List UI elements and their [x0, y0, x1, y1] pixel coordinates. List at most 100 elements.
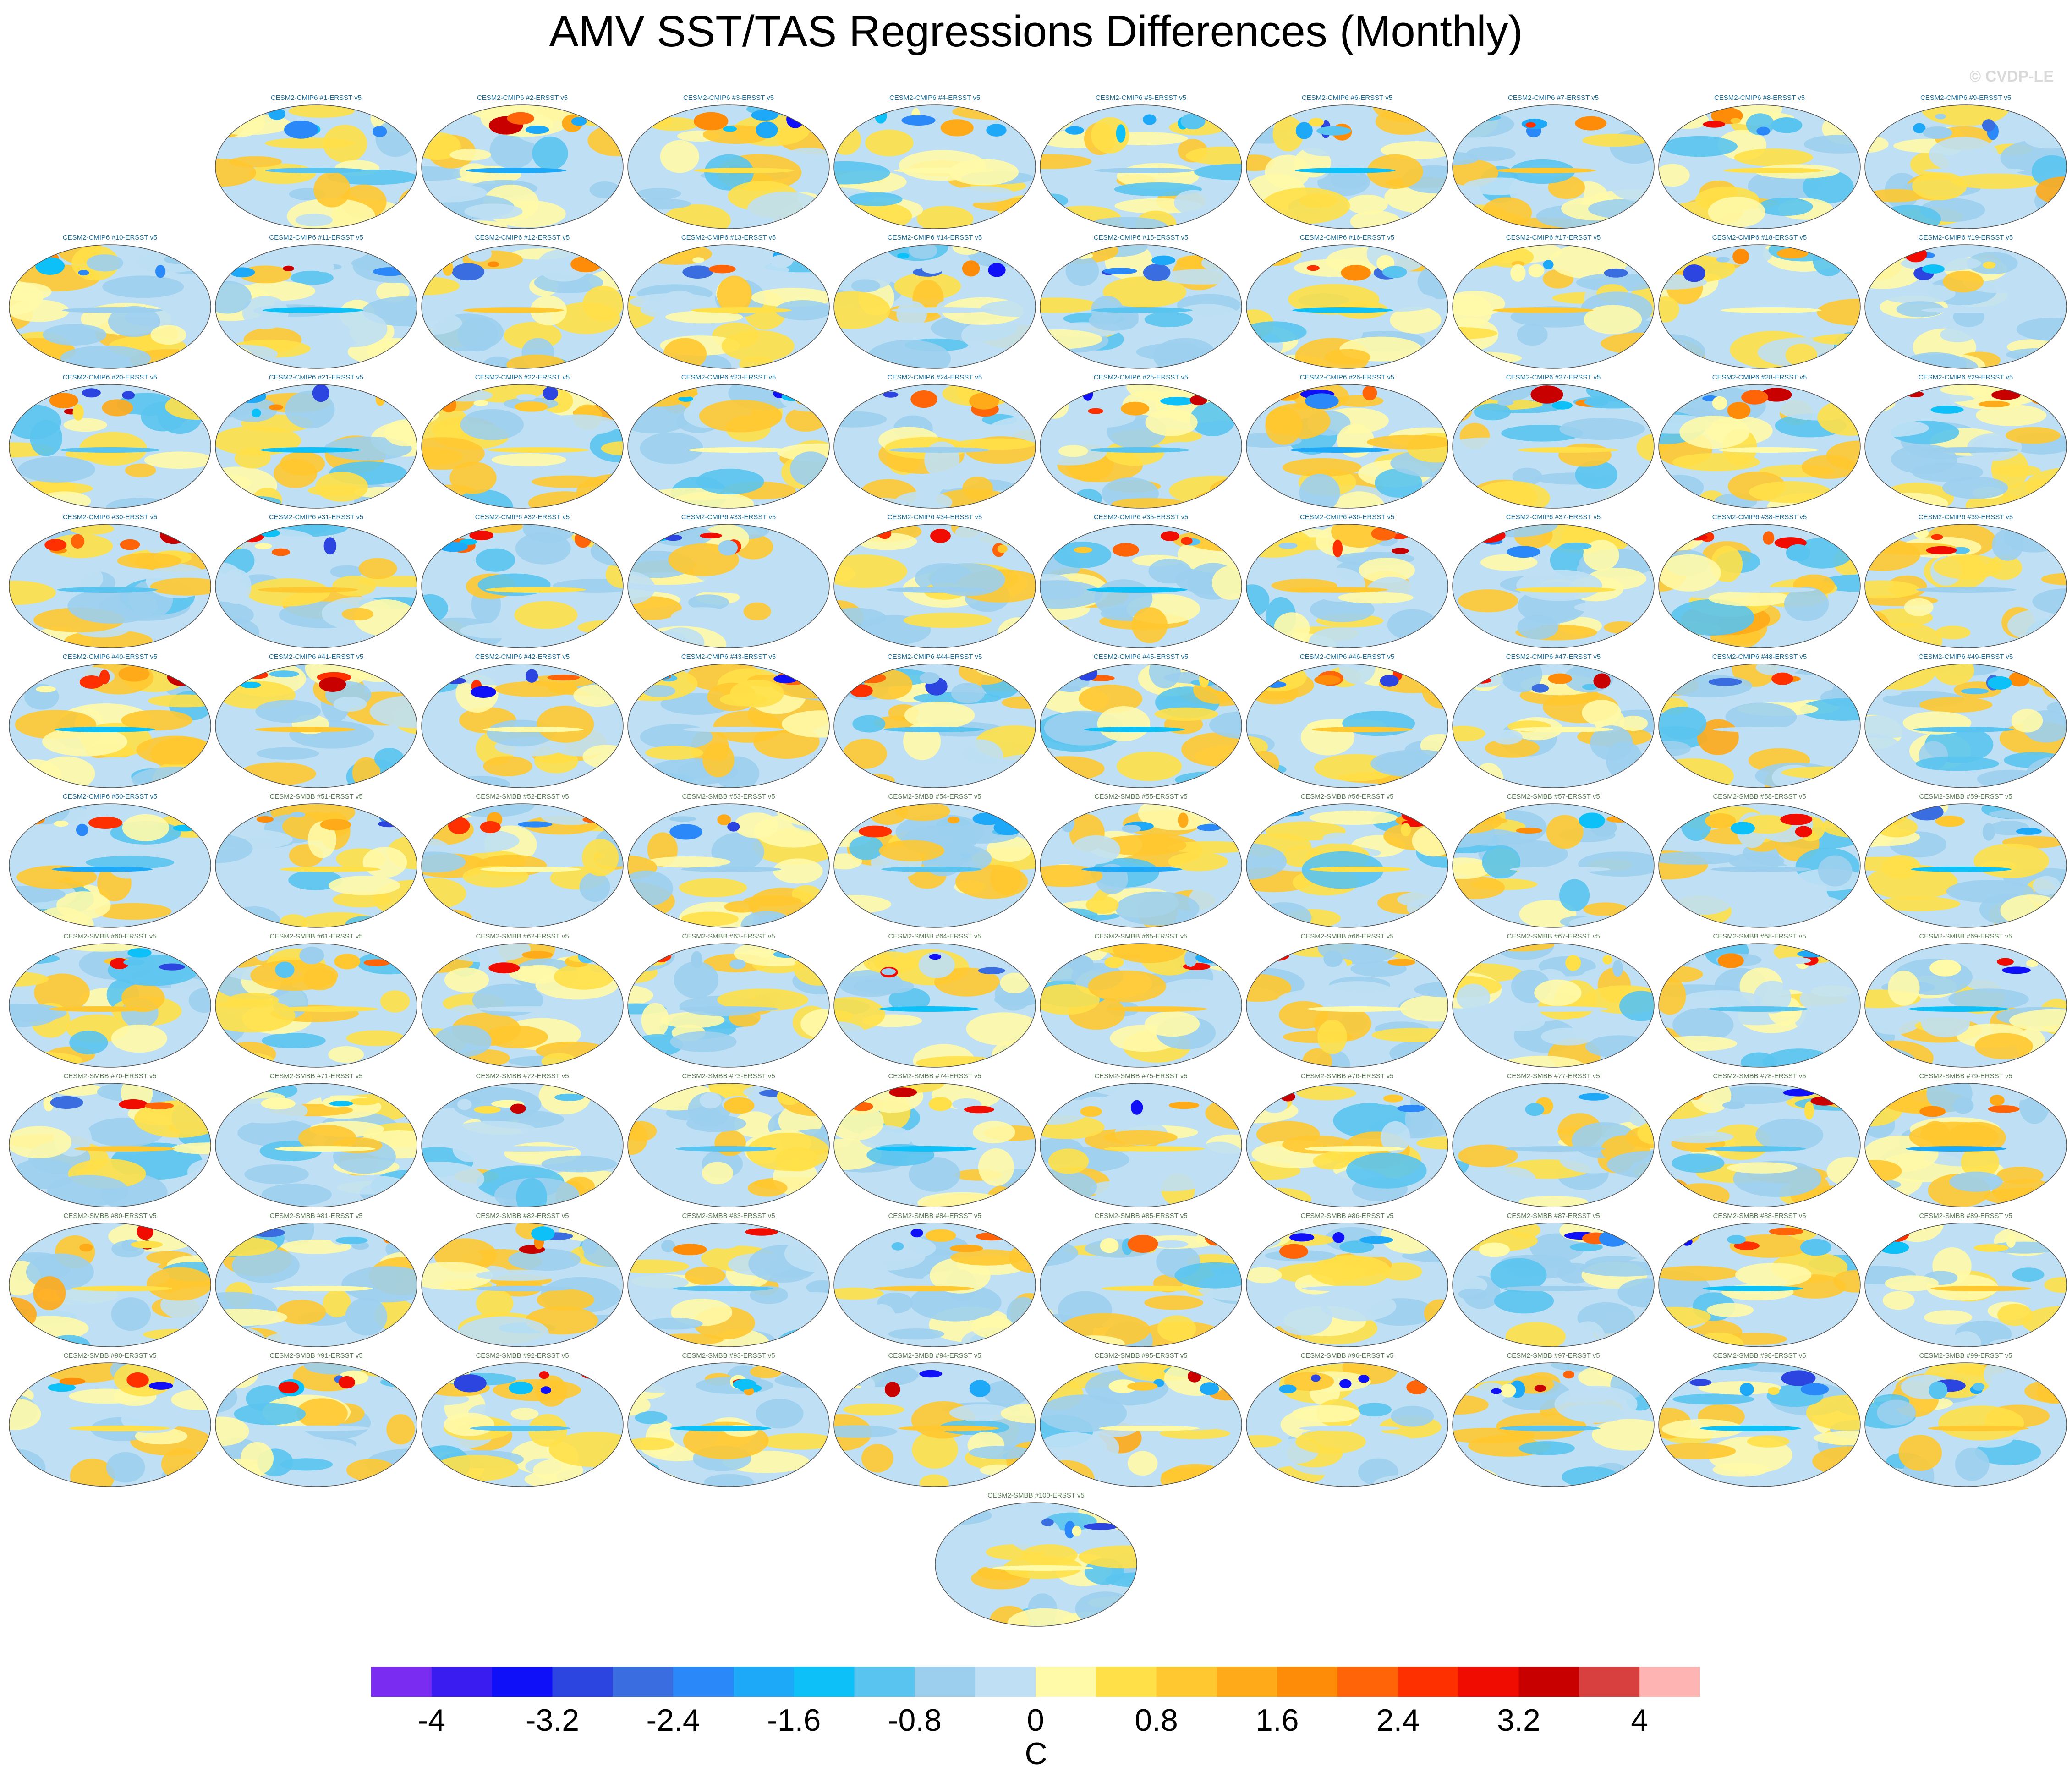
panel-title: CESM2-SMBB #69-ERSST v5: [1919, 933, 2012, 940]
global-map: [421, 664, 624, 788]
panel-title: CESM2-SMBB #57-ERSST v5: [1507, 793, 1600, 801]
map-panel: CESM2-SMBB #72-ERSST v5: [419, 1072, 625, 1210]
map-panel: CESM2-SMBB #54-ERSST v5: [832, 793, 1038, 930]
map-panel: CESM2-SMBB #61-ERSST v5: [213, 933, 419, 1070]
map-panel: CESM2-SMBB #95-ERSST v5: [1038, 1352, 1244, 1489]
global-map: [215, 803, 417, 928]
panel-title: CESM2-SMBB #85-ERSST v5: [1094, 1212, 1188, 1220]
panel-title: CESM2-CMIP6 #2-ERSST v5: [477, 94, 568, 102]
map-panel: CESM2-SMBB #74-ERSST v5: [832, 1072, 1038, 1210]
global-map: [627, 803, 830, 928]
global-map: [833, 943, 1036, 1068]
global-map: [627, 1223, 830, 1347]
panel-title: CESM2-CMIP6 #11-ERSST v5: [269, 234, 363, 241]
panel-title: CESM2-SMBB #89-ERSST v5: [1919, 1212, 2012, 1220]
map-panel: CESM2-SMBB #99-ERSST v5: [1863, 1352, 2069, 1489]
panel-title: CESM2-SMBB #52-ERSST v5: [476, 793, 569, 801]
map-panel: CESM2-CMIP6 #47-ERSST v5: [1450, 653, 1656, 790]
global-map: [215, 1223, 417, 1347]
map-panel: CESM2-SMBB #55-ERSST v5: [1038, 793, 1244, 930]
map-panel: CESM2-SMBB #57-ERSST v5: [1450, 793, 1656, 930]
map-panel: CESM2-SMBB #65-ERSST v5: [1038, 933, 1244, 1070]
map-panel: CESM2-SMBB #53-ERSST v5: [625, 793, 832, 930]
global-map: [421, 1223, 624, 1347]
panel-title: CESM2-SMBB #56-ERSST v5: [1300, 793, 1394, 801]
panel-title: CESM2-CMIP6 #14-ERSST v5: [887, 234, 982, 241]
panel-title: CESM2-SMBB #98-ERSST v5: [1713, 1352, 1806, 1360]
panel-title: CESM2-SMBB #51-ERSST v5: [269, 793, 363, 801]
map-panel: CESM2-CMIP6 #14-ERSST v5: [832, 234, 1038, 371]
global-map: [1658, 803, 1861, 928]
map-panel: CESM2-SMBB #51-ERSST v5: [213, 793, 419, 930]
global-map: [833, 1223, 1036, 1347]
global-map: [421, 1362, 624, 1487]
global-map: [627, 943, 830, 1068]
colorbar-swatch: [1096, 1667, 1157, 1697]
map-panel: CESM2-SMBB #75-ERSST v5: [1038, 1072, 1244, 1210]
map-panel: CESM2-CMIP6 #17-ERSST v5: [1450, 234, 1656, 371]
global-map: [1452, 1362, 1655, 1487]
map-panel: CESM2-CMIP6 #33-ERSST v5: [625, 513, 832, 651]
panel-title: CESM2-CMIP6 #41-ERSST v5: [269, 653, 364, 661]
map-panel: CESM2-CMIP6 #4-ERSST v5: [832, 94, 1038, 231]
map-panel: CESM2-SMBB #86-ERSST v5: [1244, 1212, 1450, 1350]
global-map: [1658, 104, 1861, 229]
global-map: [9, 1223, 211, 1347]
map-panel: CESM2-SMBB #64-ERSST v5: [832, 933, 1038, 1070]
panel-title: CESM2-SMBB #83-ERSST v5: [682, 1212, 775, 1220]
global-map: [215, 384, 417, 509]
map-panel: CESM2-SMBB #81-ERSST v5: [213, 1212, 419, 1350]
colorbar-tick-label: -0.8: [888, 1703, 942, 1735]
map-panel: CESM2-CMIP6 #43-ERSST v5: [625, 653, 832, 790]
panel-title: CESM2-SMBB #81-ERSST v5: [269, 1212, 363, 1220]
map-panel: CESM2-CMIP6 #1-ERSST v5: [213, 94, 419, 231]
map-panel: CESM2-SMBB #79-ERSST v5: [1863, 1072, 2069, 1210]
colorbar-swatch: [854, 1667, 915, 1697]
map-panel: CESM2-SMBB #87-ERSST v5: [1450, 1212, 1656, 1350]
colorbar-tick-label: -1.6: [767, 1703, 821, 1735]
map-panel: CESM2-SMBB #56-ERSST v5: [1244, 793, 1450, 930]
global-map: [1246, 803, 1448, 928]
map-panel: CESM2-SMBB #77-ERSST v5: [1450, 1072, 1656, 1210]
panel-title: CESM2-CMIP6 #35-ERSST v5: [1093, 513, 1189, 521]
panel-title: CESM2-SMBB #80-ERSST v5: [63, 1212, 157, 1220]
panel-title: CESM2-CMIP6 #39-ERSST v5: [1918, 513, 2013, 521]
map-panel: CESM2-CMIP6 #11-ERSST v5: [213, 234, 419, 371]
global-map: [1658, 664, 1861, 788]
panel-title: CESM2-CMIP6 #7-ERSST v5: [1507, 94, 1599, 102]
panel-title: CESM2-CMIP6 #47-ERSST v5: [1506, 653, 1601, 661]
global-map: [421, 943, 624, 1068]
colorbar-label: C: [1025, 1736, 1047, 1771]
map-panel: CESM2-CMIP6 #8-ERSST v5: [1656, 94, 1863, 231]
map-panel: CESM2-CMIP6 #29-ERSST v5: [1863, 373, 2069, 511]
panel-title: CESM2-SMBB #78-ERSST v5: [1713, 1072, 1806, 1080]
colorbar-swatch: [673, 1667, 734, 1697]
map-panel: CESM2-CMIP6 #38-ERSST v5: [1656, 513, 1863, 651]
colorbar-swatch: [1217, 1667, 1277, 1697]
global-map: [9, 244, 211, 369]
global-map: [1040, 244, 1242, 369]
colorbar-swatch: [613, 1667, 674, 1697]
map-panel: CESM2-SMBB #98-ERSST v5: [1656, 1352, 1863, 1489]
map-panel: CESM2-CMIP6 #19-ERSST v5: [1863, 234, 2069, 371]
map-panel: CESM2-CMIP6 #22-ERSST v5: [419, 373, 625, 511]
panel-title: CESM2-SMBB #82-ERSST v5: [476, 1212, 569, 1220]
map-panel: CESM2-CMIP6 #20-ERSST v5: [7, 373, 213, 511]
map-panel: CESM2-SMBB #66-ERSST v5: [1244, 933, 1450, 1070]
map-panel: CESM2-CMIP6 #31-ERSST v5: [213, 513, 419, 651]
panel-title: CESM2-CMIP6 #10-ERSST v5: [62, 234, 158, 241]
global-map: [1040, 1362, 1242, 1487]
map-panel: CESM2-CMIP6 #44-ERSST v5: [832, 653, 1038, 790]
panel-title: CESM2-CMIP6 #38-ERSST v5: [1712, 513, 1807, 521]
panel-title: CESM2-SMBB #70-ERSST v5: [63, 1072, 157, 1080]
global-map: [1452, 803, 1655, 928]
map-panel: CESM2-CMIP6 #26-ERSST v5: [1244, 373, 1450, 511]
map-panel: CESM2-CMIP6 #23-ERSST v5: [625, 373, 832, 511]
colorbar-swatch: [492, 1667, 553, 1697]
global-map: [627, 1083, 830, 1207]
map-panel: CESM2-CMIP6 #34-ERSST v5: [832, 513, 1038, 651]
panel-title: CESM2-SMBB #72-ERSST v5: [476, 1072, 569, 1080]
colorbar-tick-label: 4: [1631, 1703, 1648, 1735]
map-panel: CESM2-SMBB #71-ERSST v5: [213, 1072, 419, 1210]
panel-title: CESM2-CMIP6 #36-ERSST v5: [1299, 513, 1395, 521]
